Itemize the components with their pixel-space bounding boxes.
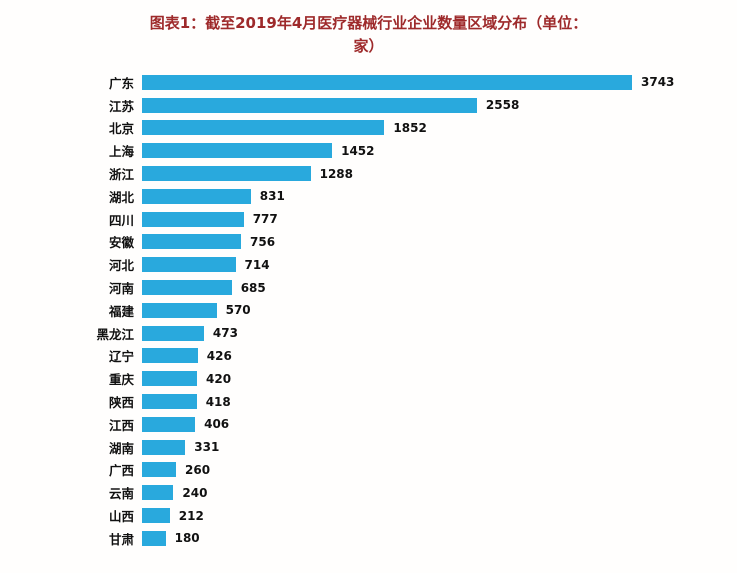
bar: [142, 74, 632, 90]
category-label: 山西: [108, 509, 134, 525]
value-label: 260: [185, 462, 211, 477]
bar-row: 安徽 756: [52, 231, 727, 254]
bar-row: 辽宁 426: [52, 345, 727, 368]
bar-row: 湖北 831: [52, 185, 727, 208]
category-label: 江西: [108, 417, 134, 433]
value-label: 3743: [641, 75, 675, 90]
bar-row: 河北 714: [52, 253, 727, 276]
bar: [142, 302, 217, 318]
bar: [142, 280, 232, 296]
value-label: 418: [205, 394, 231, 409]
value-label: 1288: [319, 166, 353, 181]
value-label: 180: [174, 531, 200, 546]
category-label: 四川: [108, 212, 134, 228]
value-label: 1852: [393, 120, 427, 135]
category-label: 浙江: [108, 167, 134, 183]
bar: [142, 325, 204, 341]
value-label: 240: [182, 485, 208, 500]
bar-row: 上海 1452: [52, 139, 727, 162]
value-label: 212: [178, 508, 204, 523]
bar: [142, 97, 477, 113]
bar: [142, 348, 198, 364]
bar-row: 甘肃 180: [52, 527, 727, 550]
value-label: 420: [206, 371, 232, 386]
category-label: 上海: [108, 144, 134, 160]
category-label: 安徽: [108, 235, 134, 251]
bar: [142, 143, 333, 159]
category-label: 广西: [108, 463, 134, 479]
category-label: 湖北: [108, 189, 134, 205]
value-label: 473: [212, 326, 238, 341]
bar: [142, 211, 244, 227]
value-label: 1452: [341, 143, 375, 158]
value-label: 331: [194, 440, 220, 455]
value-label: 570: [225, 303, 251, 318]
value-label: 777: [252, 212, 278, 227]
bar: [142, 234, 241, 250]
bar-row: 湖南 331: [52, 436, 727, 459]
category-label: 黑龙江: [96, 326, 134, 342]
category-label: 辽宁: [108, 349, 134, 365]
bar-row: 福建 570: [52, 299, 727, 322]
bar: [142, 485, 174, 501]
bar: [142, 166, 311, 182]
bar-row: 山西 212: [52, 504, 727, 527]
bar-row: 江苏 2558: [52, 94, 727, 117]
bar: [142, 439, 186, 455]
category-label: 河南: [108, 281, 134, 297]
bar: [142, 530, 166, 546]
value-label: 756: [250, 234, 276, 249]
bar-row: 四川 777: [52, 208, 727, 231]
bar-row: 河南 685: [52, 276, 727, 299]
category-label: 河北: [108, 258, 134, 274]
bar-row: 重庆 420: [52, 367, 727, 390]
bar-row: 广东 3743: [52, 71, 727, 94]
bar: [142, 394, 197, 410]
bar: [142, 257, 236, 273]
category-label: 广东: [108, 75, 134, 91]
bar: [142, 120, 385, 136]
category-label: 陕西: [108, 395, 134, 411]
category-label: 重庆: [108, 372, 134, 388]
category-label: 湖南: [108, 440, 134, 456]
bar: [142, 416, 196, 432]
category-label: 云南: [108, 486, 134, 502]
bar-row: 广西 260: [52, 459, 727, 482]
category-label: 江苏: [108, 98, 134, 114]
bar-row: 云南 240: [52, 481, 727, 504]
bar-row: 江西 406: [52, 413, 727, 436]
value-label: 831: [259, 189, 285, 204]
category-label: 甘肃: [108, 531, 134, 547]
chart-title-line2: 家）: [353, 36, 384, 55]
bar: [142, 371, 197, 387]
value-label: 426: [206, 348, 232, 363]
value-label: 714: [244, 257, 270, 272]
category-label: 福建: [108, 303, 134, 319]
value-label: 685: [240, 280, 266, 295]
value-label: 406: [204, 417, 230, 432]
category-label: 北京: [108, 121, 134, 137]
value-label: 2558: [485, 98, 520, 113]
bar: [142, 188, 251, 204]
chart-title: 图表1：截至2019年4月医疗器械行业企业数量区域分布（单位： 家）: [40, 12, 697, 57]
chart-title-line1: 图表1：截至2019年4月医疗器械行业企业数量区域分布（单位：: [149, 14, 588, 32]
bar-chart: 广东 3743 江苏 2558 北京 1852 上海 1452 浙江 1288 湖北 831 四川 777…: [0, 71, 737, 550]
bar-row: 黑龙江 473: [52, 322, 727, 345]
bar: [142, 508, 170, 524]
bar-row: 北京 1852: [52, 117, 727, 140]
bar: [142, 462, 176, 478]
bar-row: 陕西 418: [52, 390, 727, 413]
bar-row: 浙江 1288: [52, 162, 727, 185]
